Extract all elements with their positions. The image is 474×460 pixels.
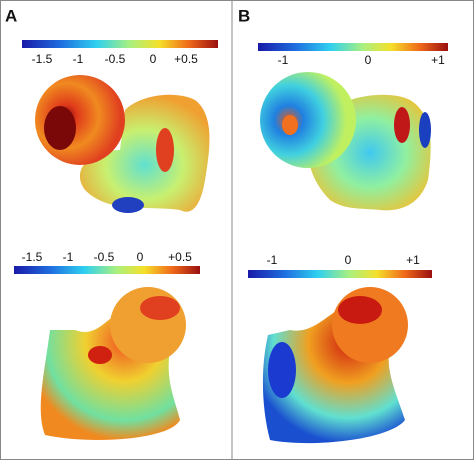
colorbar-tick-label: -1 — [63, 250, 74, 264]
colorbar-tick-label: 0 — [345, 253, 352, 267]
femur-render — [40, 287, 186, 440]
panel-label: A — [5, 6, 17, 25]
colorbar-tick-label: -1 — [278, 53, 289, 67]
colorbar — [248, 270, 432, 278]
colorbar-tick-label: -1 — [73, 52, 84, 66]
colorbar-tick-label: 0 — [137, 250, 144, 264]
colorbar-tick-label: +0.5 — [174, 52, 198, 66]
colorbar-tick-label: 0 — [365, 53, 372, 67]
colorbar-tick-label: +1 — [406, 253, 420, 267]
colorbar-tick-label: -1 — [267, 253, 278, 267]
colorbar-tick-label: +0.5 — [168, 250, 192, 264]
colorbar — [14, 266, 200, 274]
colorbar-tick-label: +1 — [431, 53, 445, 67]
femur-render — [262, 287, 408, 444]
colorbar — [22, 40, 218, 48]
colorbar-tick-label: -0.5 — [105, 52, 126, 66]
colorbar-tick-label: -1.5 — [22, 250, 43, 264]
colorbar-tick-label: -1.5 — [32, 52, 53, 66]
colorbar-tick-label: 0 — [150, 52, 157, 66]
colorbar-tick-label: -0.5 — [94, 250, 115, 264]
femur-render — [260, 72, 431, 211]
femur-render — [35, 75, 210, 213]
panel-label: B — [238, 6, 250, 25]
colorbar — [258, 43, 448, 51]
